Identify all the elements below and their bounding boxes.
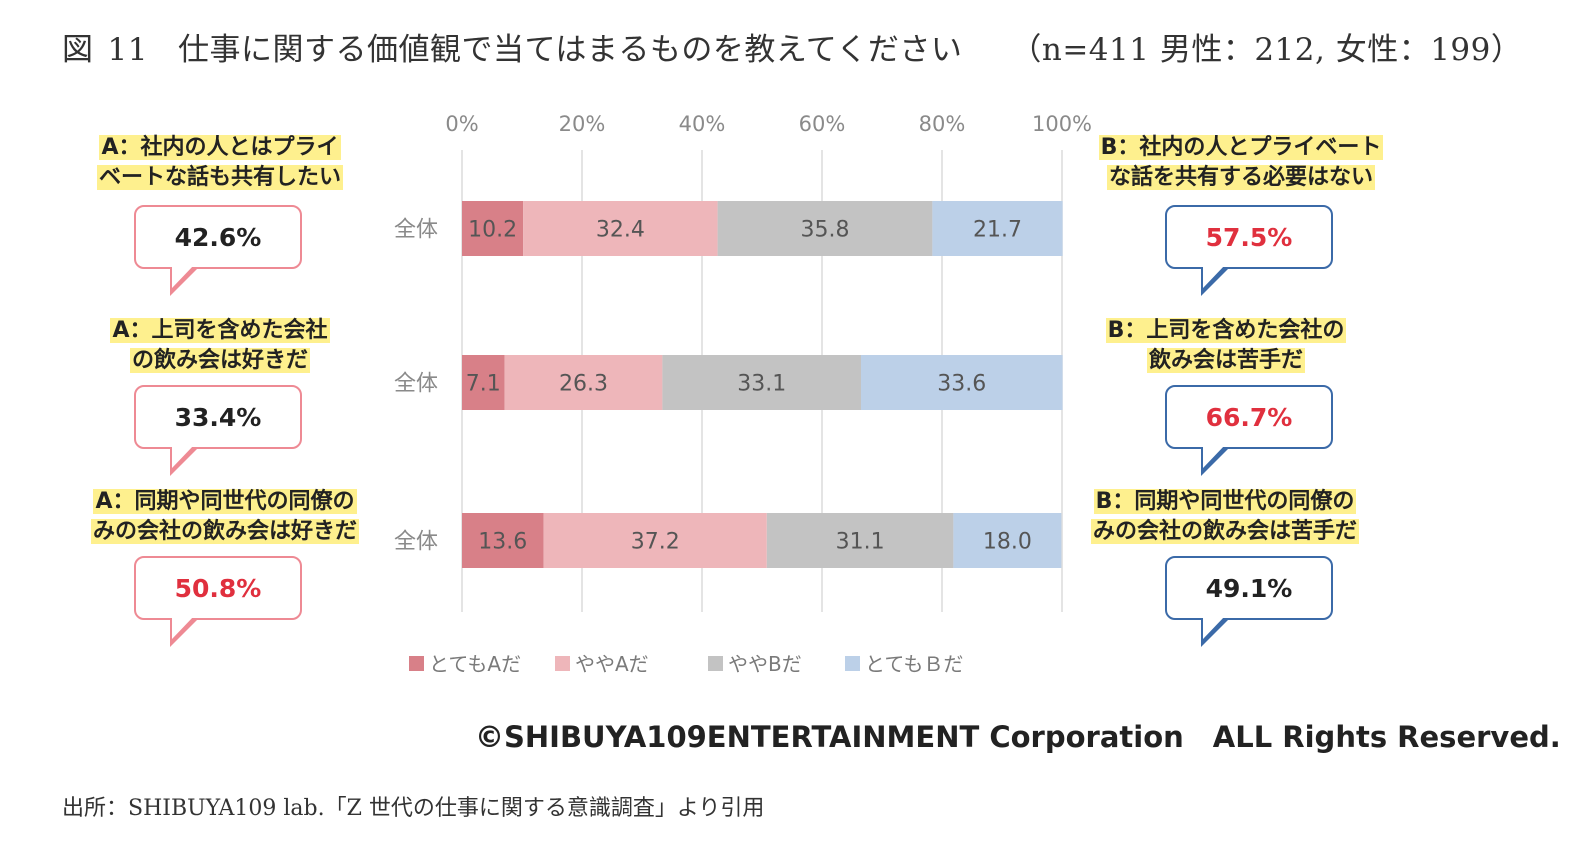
legend-swatch	[555, 656, 570, 671]
b-bubble-3: 49.1%	[1165, 556, 1333, 647]
x-tick-label: 20%	[559, 112, 606, 136]
data-label: 32.4	[596, 218, 645, 243]
data-label: 10.2	[468, 218, 517, 243]
legend-swatch	[409, 656, 424, 671]
x-tick-label: 100%	[1032, 112, 1092, 136]
a-label-1-line-1: A：社内の人とはプライ	[99, 135, 341, 160]
bar-segment	[717, 201, 933, 256]
category-label: 全体	[394, 218, 438, 243]
legend-label: とてもＢだ	[865, 652, 963, 676]
b-label-2: B：上司を含めた会社の 飲み会は苦手だ	[1076, 316, 1376, 376]
b-label-3-line-2: みの会社の飲み会は苦手だ	[1090, 519, 1359, 544]
category-label: 全体	[394, 530, 438, 555]
b-label-3-line-1: B：同期や同世代の同僚の	[1093, 489, 1357, 514]
legend-label: とてもAだ	[429, 652, 521, 676]
x-tick-label: 40%	[679, 112, 726, 136]
x-tick-label: 80%	[919, 112, 966, 136]
legend-label: ややBだ	[728, 652, 802, 676]
stacked-bar-chart: 0% 20% 40% 60% 80% 100% 全体 10.2 32.4 35.8 21.7 全体 7.…	[394, 112, 1092, 676]
legend-swatch	[845, 656, 860, 671]
a-label-3-line-2: みの会社の飲み会は好きだ	[90, 519, 359, 544]
bar-segment	[953, 513, 1062, 568]
legend-label: ややAだ	[575, 652, 649, 676]
copyright-notice: ©SHIBUYA109ENTERTAINMENT Corporation ALL…	[475, 720, 1561, 754]
bar-segment	[662, 355, 861, 410]
bar-segment	[766, 513, 954, 568]
data-label: 35.8	[801, 218, 850, 243]
figure-title-text: 仕事に関する価値観で当てはまるものを教えてください	[177, 32, 963, 68]
b-value-1: 57.5%	[1205, 222, 1293, 252]
a-label-2-line-1: A：上司を含めた会社	[110, 318, 330, 343]
b-value-2: 66.7%	[1205, 402, 1293, 432]
b-label-1-line-1: B：社内の人とプライベート	[1098, 135, 1384, 160]
a-label-1-line-2: ベートな話も共有したい	[96, 165, 343, 190]
a-bubble-2: 33.4%	[134, 385, 302, 476]
legend-swatch	[708, 656, 723, 671]
b-label-2-line-2: 飲み会は苦手だ	[1146, 348, 1305, 373]
figure-title: 図 11 仕事に関する価値観で当てはまるものを教えてください （n=411 男性：21…	[62, 24, 1522, 69]
b-bubble-1: 57.5%	[1165, 205, 1333, 296]
data-label: 26.3	[559, 372, 608, 397]
data-label: 31.1	[836, 530, 885, 555]
b-label-1: B：社内の人とプライベート な話を共有する必要はない	[1076, 133, 1406, 193]
b-bubble-2: 66.7%	[1165, 385, 1333, 476]
bar-segment	[462, 513, 544, 568]
sample-size: （n=411 男性：212, 女性：199）	[1010, 32, 1523, 68]
data-label: 33.1	[737, 372, 786, 397]
x-tick-label: 60%	[799, 112, 846, 136]
a-label-3-line-1: A：同期や同世代の同僚の	[93, 489, 357, 514]
bar-segment	[462, 355, 505, 410]
b-value-3: 49.1%	[1205, 573, 1293, 603]
a-label-3: A：同期や同世代の同僚の みの会社の飲み会は好きだ	[70, 487, 380, 547]
b-label-3: B：同期や同世代の同僚の みの会社の飲み会は苦手だ	[1070, 487, 1380, 547]
figure-label: 図	[62, 32, 94, 68]
a-value-1: 42.6%	[174, 222, 262, 252]
b-label-2-line-1: B：上司を含めた会社の	[1105, 318, 1347, 343]
figure-number: 11	[107, 32, 148, 68]
a-label-2-line-2: の飲み会は好きだ	[129, 348, 310, 373]
a-label-1: A：社内の人とはプライ ベートな話も共有したい	[80, 133, 360, 193]
a-bubble-3: 50.8%	[134, 556, 302, 647]
a-value-2: 33.4%	[174, 402, 262, 432]
category-label: 全体	[394, 372, 438, 397]
bar-segment	[462, 201, 524, 256]
data-label: 18.0	[983, 530, 1032, 555]
x-tick-label: 0%	[445, 112, 478, 136]
source-citation: 出所：SHIBUYA109 lab.「Z 世代の仕事に関する意識調査」より引用	[62, 796, 765, 821]
bar-segment	[504, 355, 663, 410]
bar-segment	[932, 201, 1063, 256]
a-bubble-1: 42.6%	[134, 205, 302, 296]
data-label: 13.6	[478, 530, 527, 555]
data-label: 21.7	[973, 218, 1022, 243]
data-label: 7.1	[466, 372, 501, 397]
data-label: 33.6	[937, 372, 986, 397]
data-label: 37.2	[631, 530, 680, 555]
b-label-1-line-2: な話を共有する必要はない	[1106, 165, 1375, 190]
bar-segment	[543, 513, 767, 568]
a-label-2: A：上司を含めた会社 の飲み会は好きだ	[80, 316, 360, 376]
bar-segment	[861, 355, 1063, 410]
a-value-3: 50.8%	[174, 573, 262, 603]
bar-segment	[523, 201, 718, 256]
